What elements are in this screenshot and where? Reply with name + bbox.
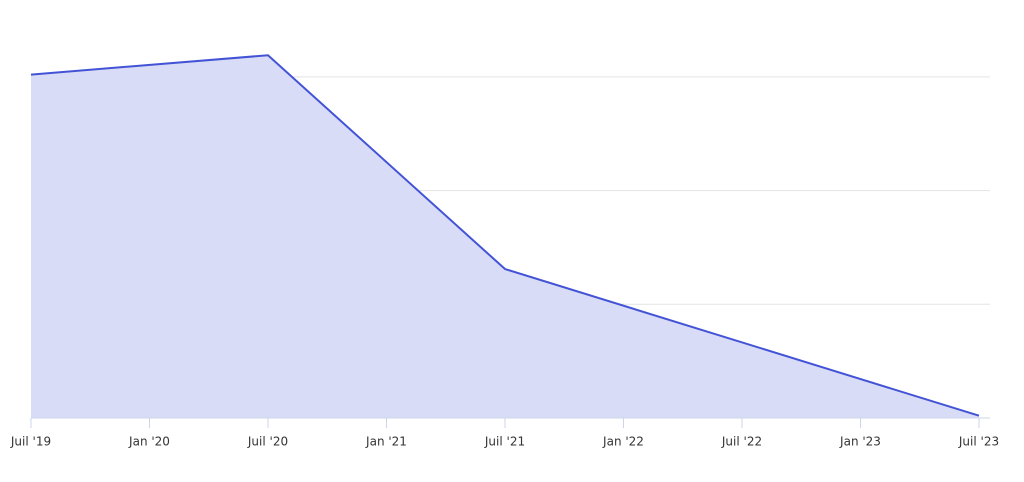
x-tick-label: Jan '20: [128, 435, 170, 449]
x-tick-label: Juil '20: [247, 435, 288, 449]
x-tick-label: Juil '21: [484, 435, 525, 449]
x-tick-label: Juil '19: [10, 435, 51, 449]
x-tick-label: Juil '22: [721, 435, 762, 449]
area-line: [30, 54, 980, 417]
area-fill: [31, 55, 979, 418]
x-tick-label: Jan '22: [602, 435, 644, 449]
x-tick-label: Jan '23: [839, 435, 881, 449]
x-tick-label: Juil '23: [958, 435, 999, 449]
x-tick-label: Jan '21: [365, 435, 407, 449]
